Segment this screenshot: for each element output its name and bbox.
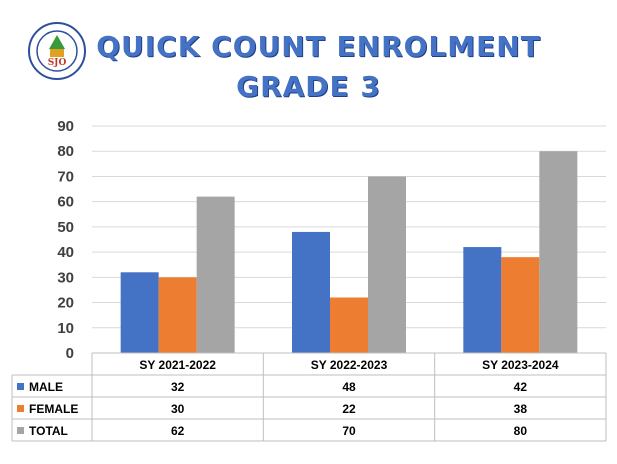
data-label: 32 <box>171 380 185 394</box>
y-tick-label: 70 <box>57 168 74 185</box>
y-tick-label: 40 <box>57 244 74 261</box>
bar-male-3 <box>463 247 502 353</box>
chart-title-line1: QUICK COUNT ENROLMENT <box>96 30 541 63</box>
legend-swatch-total <box>17 427 24 434</box>
bars <box>120 151 578 353</box>
category-label: SY 2021-2022 <box>139 358 216 372</box>
y-tick-label: 0 <box>66 345 74 362</box>
svg-text:SJO: SJO <box>48 58 67 68</box>
bar-male-1 <box>120 272 159 353</box>
category-label: SY 2022-2023 <box>311 358 388 372</box>
data-label: 80 <box>514 424 528 438</box>
data-label: 70 <box>342 424 356 438</box>
legend-swatch-female <box>17 405 24 412</box>
category-label: SY 2023-2024 <box>482 358 559 372</box>
y-tick-label: 80 <box>57 143 74 160</box>
y-tick-label: 20 <box>57 295 74 312</box>
series-label: TOTAL <box>29 424 68 438</box>
bar-male-2 <box>292 231 330 353</box>
data-table: SY 2021-2022 SY 2022-2023 SY 2023-2024 MALE… <box>11 352 607 442</box>
data-label: 42 <box>514 380 528 394</box>
y-tick-label: 60 <box>57 194 74 211</box>
y-tick-label: 50 <box>57 219 74 236</box>
bar-female-1 <box>158 277 197 353</box>
legend-swatch-male <box>17 383 24 390</box>
y-tick-label: 90 <box>57 118 74 135</box>
series-label: FEMALE <box>29 402 78 416</box>
data-label: 62 <box>171 424 185 438</box>
bar-total-3 <box>539 151 578 353</box>
bar-female-2 <box>330 297 368 353</box>
y-tick-label: 10 <box>57 320 74 337</box>
data-label: 48 <box>342 380 356 394</box>
bar-total-2 <box>368 176 406 353</box>
bar-female-3 <box>501 257 540 353</box>
y-axis: 0 10 20 30 40 50 60 70 80 90 <box>57 118 74 362</box>
school-seal-logo: SJO <box>28 22 86 80</box>
bar-total-1 <box>196 196 235 353</box>
series-label: MALE <box>29 380 63 394</box>
data-label: 30 <box>171 402 185 416</box>
y-tick-label: 30 <box>57 269 74 286</box>
data-label: 38 <box>514 402 528 416</box>
chart-title-line2: GRADE 3 <box>236 70 381 103</box>
data-label: 22 <box>342 402 356 416</box>
